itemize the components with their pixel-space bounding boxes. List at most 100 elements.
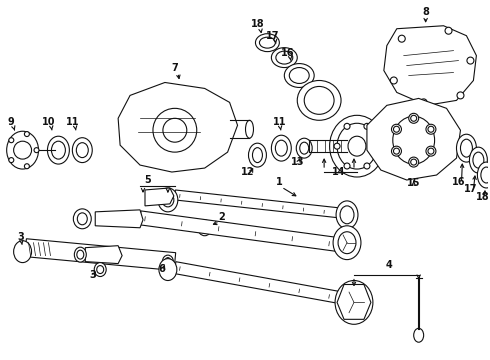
Text: 17: 17 <box>464 184 477 194</box>
Ellipse shape <box>348 136 366 156</box>
Text: 6: 6 <box>159 264 165 274</box>
Ellipse shape <box>162 193 174 207</box>
Ellipse shape <box>158 188 178 212</box>
Ellipse shape <box>289 68 309 84</box>
Ellipse shape <box>77 250 84 259</box>
Text: 11: 11 <box>66 117 79 127</box>
Circle shape <box>398 35 405 42</box>
Polygon shape <box>384 26 476 105</box>
Text: 10: 10 <box>42 117 55 127</box>
Ellipse shape <box>94 262 106 276</box>
Circle shape <box>411 159 416 165</box>
Circle shape <box>391 77 397 84</box>
Ellipse shape <box>198 220 212 236</box>
Text: 18: 18 <box>476 192 489 202</box>
Ellipse shape <box>259 37 275 48</box>
Ellipse shape <box>275 140 287 156</box>
Circle shape <box>374 143 380 149</box>
Circle shape <box>334 143 340 149</box>
Ellipse shape <box>7 131 39 169</box>
Text: 18: 18 <box>251 19 264 29</box>
Text: 9: 9 <box>7 117 14 127</box>
Text: 3: 3 <box>89 270 96 279</box>
Circle shape <box>9 158 14 163</box>
Polygon shape <box>367 98 461 180</box>
Ellipse shape <box>74 247 86 262</box>
Polygon shape <box>145 188 174 206</box>
Ellipse shape <box>48 136 70 164</box>
Ellipse shape <box>255 34 279 51</box>
Text: 11: 11 <box>272 117 286 127</box>
Circle shape <box>457 92 464 99</box>
Polygon shape <box>195 222 215 232</box>
Text: 15: 15 <box>407 178 420 188</box>
Text: 16: 16 <box>452 177 465 187</box>
Polygon shape <box>85 246 122 264</box>
Circle shape <box>393 126 399 132</box>
Text: 3: 3 <box>17 232 24 242</box>
Ellipse shape <box>461 139 472 157</box>
Circle shape <box>364 163 370 169</box>
Ellipse shape <box>457 134 476 162</box>
Ellipse shape <box>414 328 424 342</box>
Polygon shape <box>174 190 340 218</box>
Circle shape <box>420 99 427 106</box>
Circle shape <box>428 126 434 132</box>
Ellipse shape <box>473 152 484 168</box>
Ellipse shape <box>14 241 31 262</box>
Ellipse shape <box>271 135 291 161</box>
Ellipse shape <box>330 115 384 177</box>
Ellipse shape <box>271 48 297 68</box>
Ellipse shape <box>73 138 92 163</box>
Text: 4: 4 <box>386 260 392 270</box>
Ellipse shape <box>245 120 253 138</box>
Polygon shape <box>337 284 371 319</box>
Ellipse shape <box>97 266 104 274</box>
Ellipse shape <box>393 116 435 164</box>
Circle shape <box>426 124 436 134</box>
Circle shape <box>428 148 434 154</box>
Text: 13: 13 <box>291 157 304 167</box>
Ellipse shape <box>342 288 366 316</box>
Ellipse shape <box>74 209 91 229</box>
Circle shape <box>24 131 29 136</box>
Ellipse shape <box>159 258 177 280</box>
Circle shape <box>467 57 474 64</box>
Text: 2: 2 <box>218 212 225 222</box>
Ellipse shape <box>481 167 490 183</box>
Ellipse shape <box>333 226 361 260</box>
Ellipse shape <box>284 64 314 87</box>
Circle shape <box>392 124 401 134</box>
Polygon shape <box>24 239 176 270</box>
Text: 1: 1 <box>276 177 283 187</box>
Ellipse shape <box>477 162 490 188</box>
Ellipse shape <box>337 123 377 169</box>
Circle shape <box>163 118 187 142</box>
Ellipse shape <box>336 201 358 229</box>
Polygon shape <box>95 210 143 228</box>
Circle shape <box>364 123 370 129</box>
Polygon shape <box>118 82 238 172</box>
Text: 8: 8 <box>422 7 429 17</box>
Text: 7: 7 <box>172 63 178 72</box>
Ellipse shape <box>304 86 334 114</box>
Ellipse shape <box>201 223 209 232</box>
Circle shape <box>14 141 31 159</box>
Ellipse shape <box>162 255 173 268</box>
Ellipse shape <box>248 143 267 167</box>
Ellipse shape <box>51 141 65 159</box>
Ellipse shape <box>77 213 87 225</box>
Circle shape <box>153 108 197 152</box>
Text: 17: 17 <box>266 31 279 41</box>
Ellipse shape <box>340 206 354 224</box>
Circle shape <box>445 27 452 34</box>
Ellipse shape <box>300 142 309 154</box>
Ellipse shape <box>335 280 373 324</box>
Circle shape <box>426 146 436 156</box>
Circle shape <box>344 163 350 169</box>
Polygon shape <box>174 262 340 303</box>
Circle shape <box>409 113 418 123</box>
Text: 16: 16 <box>281 48 294 58</box>
Text: 5: 5 <box>145 175 151 185</box>
Ellipse shape <box>276 51 293 64</box>
